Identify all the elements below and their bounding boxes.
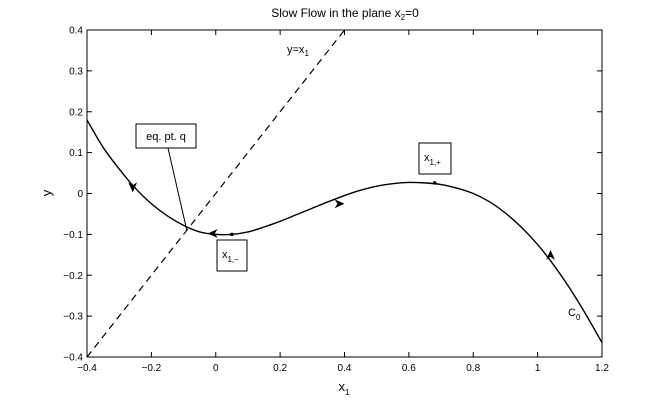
eq-point-box xyxy=(135,123,197,149)
eq-point-callout: eq. pt. q xyxy=(135,123,197,231)
x-plus-label: x1,+ xyxy=(424,152,441,167)
diagonal-line-label: y=x1 xyxy=(287,44,309,58)
x-tick-label: 0.2 xyxy=(273,363,287,374)
flow-arrow xyxy=(128,182,138,193)
chart-title: Slow Flow in the plane x2=0 xyxy=(271,6,419,22)
y-tick-label: 0.1 xyxy=(69,148,83,159)
flow-arrow xyxy=(334,199,345,209)
slow-manifold-curve xyxy=(87,119,602,344)
x-tick-label: 0 xyxy=(213,363,219,374)
x-tick-label: −0.4 xyxy=(77,363,97,374)
y-tick-label: 0 xyxy=(77,189,83,200)
flow-arrow xyxy=(546,249,555,260)
x-plus-box xyxy=(418,142,452,175)
x-tick-label: 1.2 xyxy=(595,363,609,374)
x-minus-label: x1,− xyxy=(222,249,239,264)
axis-ticks xyxy=(86,29,603,358)
series-layer xyxy=(87,30,602,357)
x-tick-label: 0.8 xyxy=(466,363,480,374)
diagonal-line xyxy=(87,30,345,357)
x-plus-callout: x1,+ xyxy=(418,142,452,175)
y-tick-label: 0.3 xyxy=(69,66,83,77)
x-tick-label: −0.2 xyxy=(142,363,162,374)
critical-point xyxy=(432,181,437,185)
y-tick-label: −0.2 xyxy=(63,271,83,282)
y-axis-label: y xyxy=(39,189,54,196)
x-tick-label: 0.4 xyxy=(338,363,352,374)
x-tick-label: 1 xyxy=(535,363,541,374)
x-minus-box xyxy=(216,239,248,272)
curve-label: C0 xyxy=(568,307,581,322)
y-tick-label: −0.3 xyxy=(63,312,83,323)
axis-tick-labels: −0.4 −0.2 0 0.2 0.4 0.6 0.8 1 1.2 −0.4 −0.3 −0.2 −0.… xyxy=(63,26,609,375)
critical-point xyxy=(230,232,234,237)
eq-point-label: eq. pt. q xyxy=(146,131,186,143)
x-axis-label: x1 xyxy=(339,379,351,397)
y-tick-label: 0.4 xyxy=(69,26,83,37)
chart-title-subscript: 2 xyxy=(401,13,406,22)
y-tick-label: −0.1 xyxy=(63,230,83,241)
flow-arrow xyxy=(207,229,218,239)
eq-point-pointer xyxy=(167,147,188,231)
plot-area xyxy=(86,29,603,358)
x-minus-callout: x1,− xyxy=(216,239,248,272)
y-tick-label: 0.2 xyxy=(69,107,83,118)
y-tick-label: −0.4 xyxy=(63,353,83,364)
marks-layer xyxy=(128,181,555,260)
x-tick-label: 0.6 xyxy=(402,363,416,374)
